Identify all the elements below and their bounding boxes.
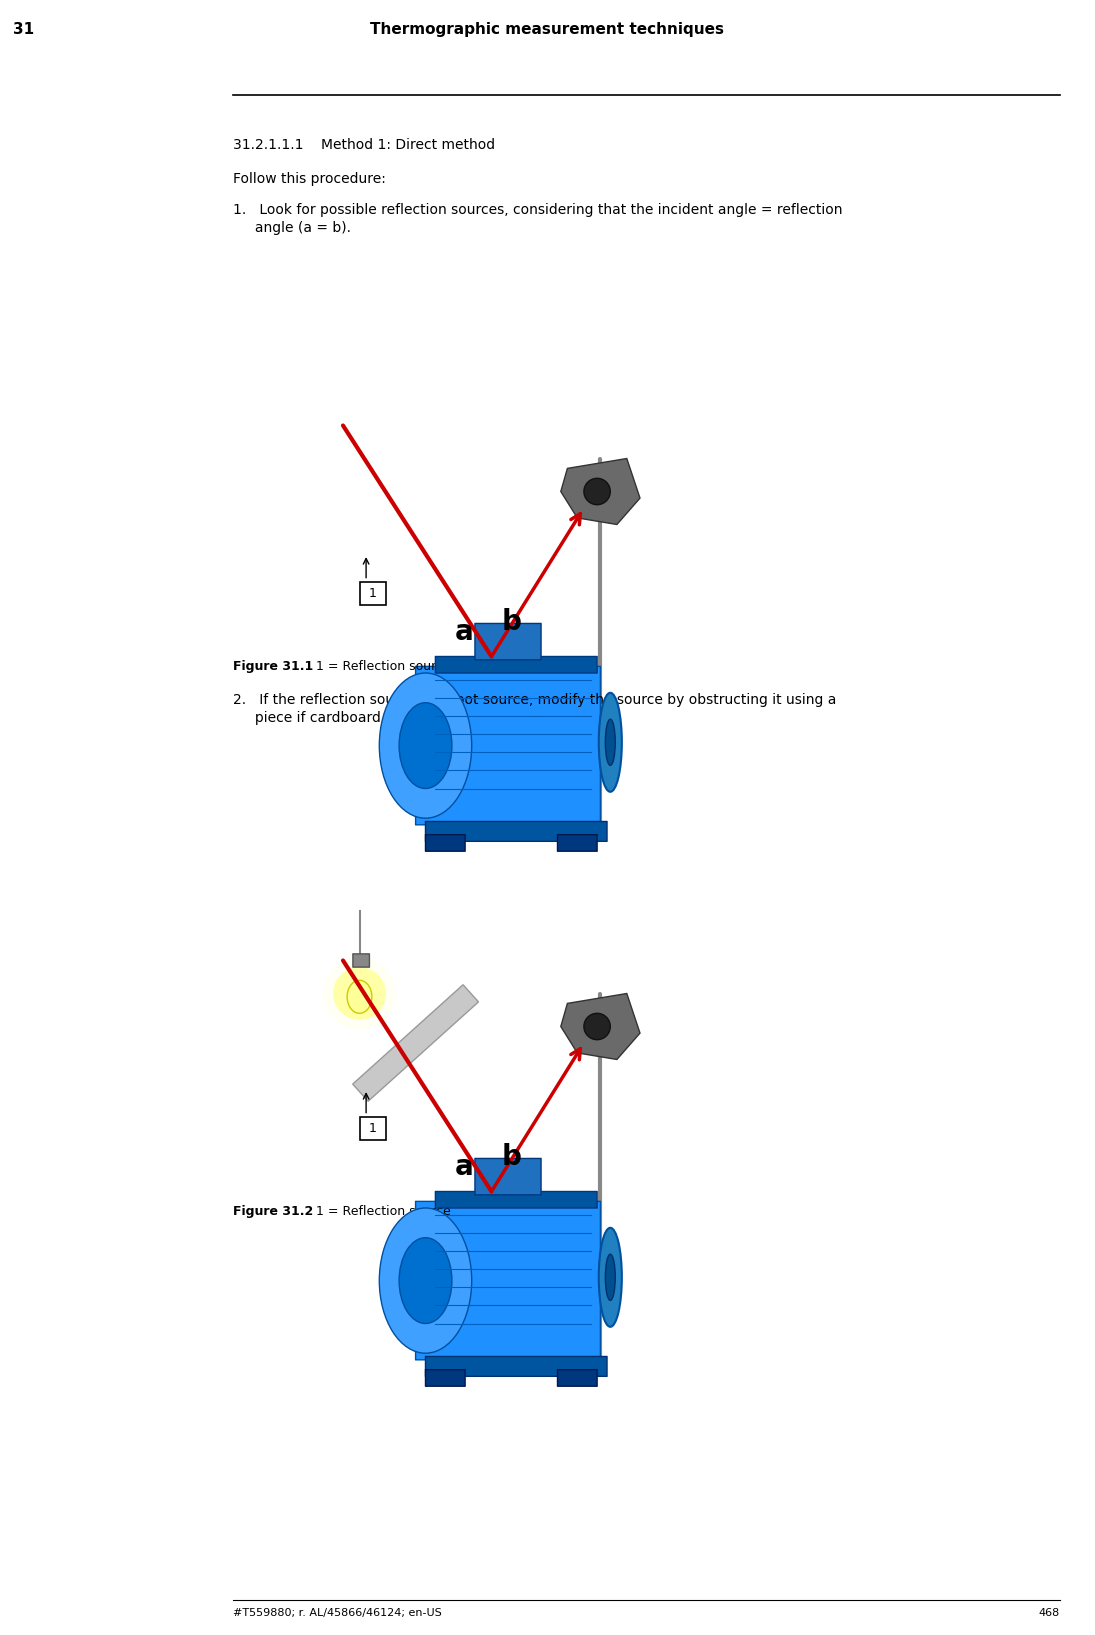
Ellipse shape xyxy=(333,966,385,1020)
Text: 1 = Reflection source: 1 = Reflection source xyxy=(308,661,451,674)
Text: angle (a = b).: angle (a = b). xyxy=(233,221,351,235)
Text: 1: 1 xyxy=(369,1122,377,1135)
Text: Thermographic measurement techniques: Thermographic measurement techniques xyxy=(370,21,724,38)
Ellipse shape xyxy=(584,479,610,505)
FancyBboxPatch shape xyxy=(359,1117,385,1140)
Text: Follow this procedure:: Follow this procedure: xyxy=(233,172,387,186)
Text: 468: 468 xyxy=(1039,1607,1060,1619)
FancyBboxPatch shape xyxy=(475,623,541,661)
Ellipse shape xyxy=(599,693,622,791)
Text: a: a xyxy=(456,1153,474,1180)
FancyBboxPatch shape xyxy=(557,835,597,852)
FancyBboxPatch shape xyxy=(600,1267,620,1287)
FancyBboxPatch shape xyxy=(416,1202,600,1360)
FancyBboxPatch shape xyxy=(426,821,607,842)
FancyBboxPatch shape xyxy=(557,1370,597,1386)
Ellipse shape xyxy=(347,981,372,1014)
Text: 1.   Look for possible reflection sources, considering that the incident angle =: 1. Look for possible reflection sources,… xyxy=(233,203,843,217)
Ellipse shape xyxy=(379,674,472,818)
FancyBboxPatch shape xyxy=(600,732,620,752)
FancyBboxPatch shape xyxy=(426,1357,607,1377)
FancyBboxPatch shape xyxy=(353,953,369,968)
Ellipse shape xyxy=(399,703,452,788)
FancyBboxPatch shape xyxy=(436,1192,597,1208)
FancyBboxPatch shape xyxy=(475,1159,541,1195)
FancyBboxPatch shape xyxy=(359,582,385,605)
Text: 31: 31 xyxy=(13,21,34,38)
Text: #T559880; r. AL/45866/46124; en-US: #T559880; r. AL/45866/46124; en-US xyxy=(233,1607,442,1619)
Text: 2.   If the reflection source is a spot source, modify the source by obstructing: 2. If the reflection source is a spot so… xyxy=(233,693,837,706)
Ellipse shape xyxy=(606,1254,615,1300)
Ellipse shape xyxy=(584,1014,610,1040)
Ellipse shape xyxy=(606,719,615,765)
Text: b: b xyxy=(502,608,521,636)
Text: 1: 1 xyxy=(369,587,377,600)
Text: Figure 31.2: Figure 31.2 xyxy=(233,1205,313,1218)
Text: b: b xyxy=(502,1143,521,1171)
Text: Figure 31.1: Figure 31.1 xyxy=(233,661,313,674)
Text: piece if cardboard.: piece if cardboard. xyxy=(233,711,385,724)
Ellipse shape xyxy=(399,1238,452,1323)
Ellipse shape xyxy=(323,956,395,1030)
FancyBboxPatch shape xyxy=(426,1370,465,1386)
Polygon shape xyxy=(561,458,639,525)
Text: 1 = Reflection source: 1 = Reflection source xyxy=(308,1205,451,1218)
Bar xyxy=(353,984,479,1102)
Text: a: a xyxy=(456,618,474,646)
FancyBboxPatch shape xyxy=(416,667,600,824)
Polygon shape xyxy=(561,994,639,1059)
Text: 31.2.1.1.1    Method 1: Direct method: 31.2.1.1.1 Method 1: Direct method xyxy=(233,137,495,152)
FancyBboxPatch shape xyxy=(436,657,597,674)
Ellipse shape xyxy=(379,1208,472,1354)
FancyBboxPatch shape xyxy=(426,835,465,852)
Ellipse shape xyxy=(599,1228,622,1326)
